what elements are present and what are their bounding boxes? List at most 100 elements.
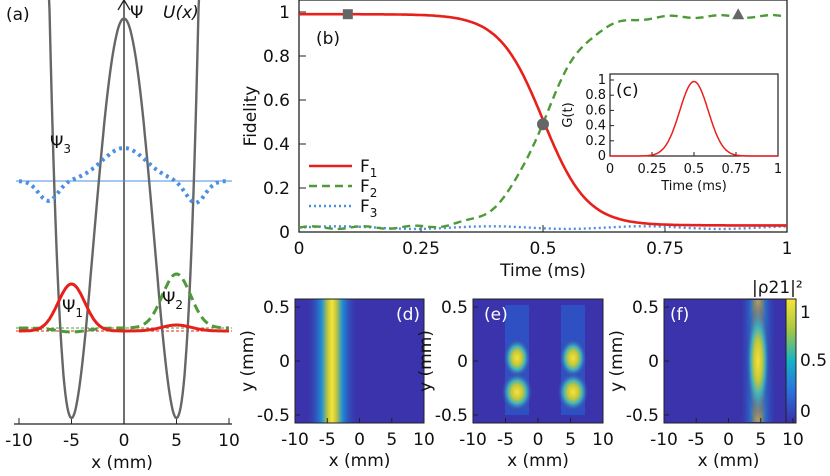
heatmap-ytick-label: 0 (279, 352, 290, 372)
panel-b-label: (b) (316, 29, 340, 49)
panel-c-ytick-label: 0.4 (585, 119, 606, 134)
heatmap-xtick-label: 5 (386, 430, 397, 450)
panel-c-xtick-label: 0.75 (722, 162, 751, 177)
panel-a-ylabel: Ψ (130, 3, 143, 23)
heatmap-xtick-label: -10 (281, 430, 309, 450)
panel-e-spot-bottom-right (557, 372, 589, 412)
heatmap-ytick-label: -0.5 (626, 406, 659, 426)
circle-marker (537, 118, 549, 131)
heatmap-xlabel: x (mm) (507, 451, 569, 471)
panel-b-ytick-label: 0 (279, 223, 290, 243)
panel-e-label: (e) (484, 305, 508, 325)
heatmap-xlabel: x (mm) (698, 451, 760, 471)
legend-f2: F2 (360, 177, 377, 200)
panel-c-ytick-label: 1 (598, 73, 606, 88)
psi-axis-arrow-icon (117, 0, 131, 11)
panel-d-label: (d) (396, 305, 420, 325)
panel-c-ytick-label: 0.2 (585, 134, 606, 149)
panel-d: (d) (294, 298, 425, 424)
colorbar: 1 0.5 0 |ρ21|² (752, 278, 827, 424)
panel-e: (e) (472, 298, 604, 424)
heatmap-ytick-label: -0.5 (435, 406, 468, 426)
panel-f: (f) (663, 298, 794, 424)
panel-b-ticks: 0 0.25 0.5 0.75 100.20.40.60.81 (263, 3, 792, 259)
panel-b-xtick-label: 0.75 (646, 239, 684, 259)
panel-c-xtick-label: 0.25 (638, 162, 667, 177)
panel-e-spot-bottom-left (501, 372, 533, 412)
panel-a: (a) Ψ U(x) -10 -5 0 5 10 x (mm) Ψ3 Ψ1 Ψ2 (5, 0, 240, 473)
panel-c-inset: (c) 0 0.25 0.5 0.75 100.20.40.60.81 G(t) Tim… (561, 73, 782, 194)
heatmap-ytick-label: -0.5 (257, 406, 290, 426)
panel-c-xtick-label: 1 (774, 162, 782, 177)
panel-a-xtick-label: -10 (5, 431, 33, 451)
panel-b-ytick-label: 0.2 (263, 179, 290, 199)
heatmap-xtick-label: 5 (755, 430, 766, 450)
legend-f3: F3 (360, 197, 377, 220)
heatmaps: (d) (e) (f) 1 0.5 0 |ρ21|² (238, 278, 827, 471)
heatmap-ylabel: y (mm) (238, 330, 258, 392)
psi2-curve (19, 272, 229, 334)
heatmap-ytick-label: 0.5 (632, 298, 659, 318)
panel-a-xtick-label: -5 (63, 431, 80, 451)
f2-line (298, 13, 788, 231)
panel-e-spot-top-left (503, 338, 531, 378)
heatmap-xtick-label: 5 (565, 430, 576, 450)
panel-f-label: (f) (670, 305, 689, 325)
panel-d-band (306, 299, 358, 423)
potential-curve (47, 0, 201, 420)
panel-f-band (746, 303, 770, 419)
heatmap-ytick-label: 0 (457, 352, 468, 372)
heatmap-xtick-label: -5 (688, 430, 705, 450)
panel-c-frame (609, 73, 779, 157)
psi3-curve (18, 146, 229, 205)
panel-c-ytick-label: 0 (598, 149, 606, 164)
heatmap-ytick-label: 0 (648, 352, 659, 372)
colorbar-tick-1: 1 (800, 303, 811, 323)
psi3-label: Ψ3 (50, 133, 71, 156)
heatmap-ylabel: y (mm) (416, 330, 436, 392)
panel-a-xtick-label: 5 (171, 431, 182, 451)
psi2-label: Ψ2 (162, 289, 183, 312)
panel-b-xtick-label: 0.25 (402, 239, 440, 259)
heatmap-ytick-label: 0.5 (441, 298, 468, 318)
panel-c-ticks: 0 0.25 0.5 0.75 100.20.40.60.81 (585, 73, 782, 177)
panel-c-ytick-label: 0.6 (585, 103, 606, 118)
panel-c-xlabel: Time (ms) (660, 179, 727, 194)
heatmap-xtick-label: -5 (497, 430, 514, 450)
heatmap-ticks: -10 -5 0 5 10 0.5 0 -0.5 x (mm) y (mm) -10 -5 0 5 10 0.… (238, 298, 804, 471)
panel-b-ytick-label: 0.8 (263, 47, 290, 67)
panel-c-xtick-label: 0.5 (684, 162, 705, 177)
colorbar-tick-0: 0 (800, 402, 811, 422)
heatmap-xtick-label: 10 (413, 430, 435, 450)
colorbar-gradient (785, 298, 797, 424)
panel-b-xtick-label: 1 (782, 239, 793, 259)
panel-b-ylabel: Fidelity (241, 86, 261, 147)
heatmap-xtick-label: 0 (354, 430, 365, 450)
panel-a-xticks: -10 -5 0 5 10 (5, 418, 240, 451)
legend-f1: F1 (360, 157, 377, 180)
panel-b-legend: F1 F2 F3 (309, 157, 377, 220)
heatmap-ylabel: y (mm) (607, 330, 627, 392)
heatmap-xtick-label: -10 (650, 430, 678, 450)
heatmap-xlabel: x (mm) (329, 451, 391, 471)
heatmap-xtick-label: 0 (723, 430, 734, 450)
heatmap-ytick-label: 0.5 (263, 298, 290, 318)
panel-a-xtick-label: 10 (218, 431, 240, 451)
panel-c-label: (c) (616, 81, 639, 101)
heatmap-xtick-label: 10 (782, 430, 804, 450)
panel-a-xlabel: x (mm) (91, 453, 153, 472)
panel-c-ytick-label: 0.8 (585, 88, 606, 103)
heatmap-xtick-label: 10 (592, 430, 614, 450)
panel-b-ytick-label: 1 (279, 3, 290, 23)
triangle-marker (732, 8, 745, 20)
panel-a-xtick-label: 0 (119, 431, 130, 451)
panel-b-ytick-label: 0.6 (263, 91, 290, 111)
potential-label: U(x) (163, 3, 199, 23)
square-marker (342, 9, 353, 20)
heatmap-xtick-label: -5 (319, 430, 336, 450)
psi1-label: Ψ1 (62, 297, 83, 320)
panel-c-xtick-label: 0 (606, 162, 614, 177)
heatmap-xtick-label: -10 (459, 430, 487, 450)
panel-b-xtick-label: 0 (294, 239, 305, 259)
